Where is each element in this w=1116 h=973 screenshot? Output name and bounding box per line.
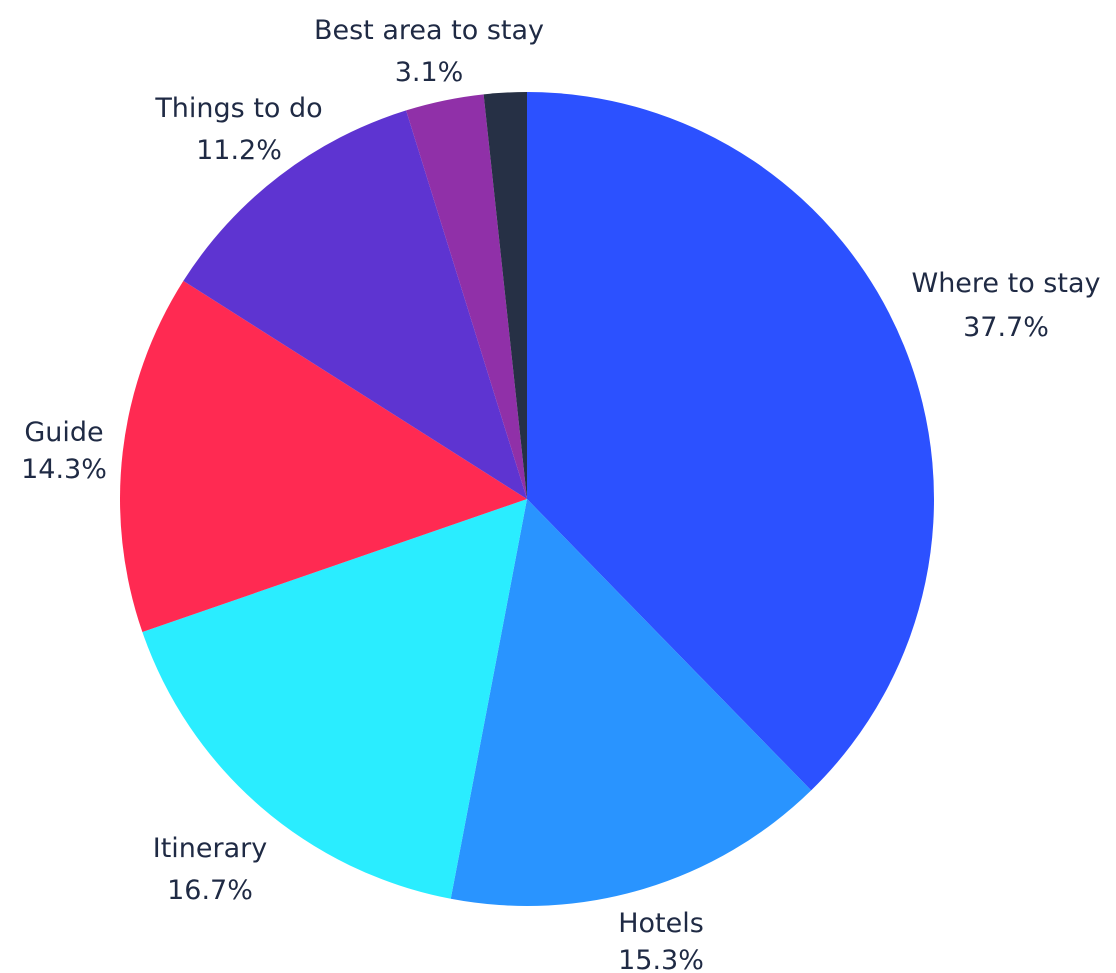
slice-value-hotels: 15.3% xyxy=(618,945,704,973)
pie-slices xyxy=(120,92,935,906)
slice-label-where-to-stay: Where to stay xyxy=(912,268,1101,299)
pie-slice-guide xyxy=(120,280,527,633)
slice-value-things-to-do: 11.2% xyxy=(196,135,282,166)
slice-value-guide: 14.3% xyxy=(21,454,107,485)
pie-slice-where-to-stay xyxy=(527,92,935,791)
pie-labels: Where to stay 37.7% Hotels 15.3% Itinera… xyxy=(21,15,1100,973)
slice-label-best-area-to-stay: Best area to stay xyxy=(314,15,544,46)
pie-slice-hotels xyxy=(450,499,812,906)
slice-label-guide: Guide xyxy=(24,417,103,448)
slice-label-things-to-do: Things to do xyxy=(154,93,322,124)
slice-value-where-to-stay: 37.7% xyxy=(963,312,1049,343)
pie-slice-itinerary xyxy=(142,499,528,899)
pie-slice-unlabeled xyxy=(483,92,527,499)
slice-value-best-area-to-stay: 3.1% xyxy=(395,57,464,88)
slice-value-itinerary: 16.7% xyxy=(167,875,253,906)
pie-slice-things-to-do xyxy=(183,110,528,500)
slice-label-hotels: Hotels xyxy=(618,908,704,939)
slice-label-itinerary: Itinerary xyxy=(153,833,268,864)
pie-slice-best-area-to-stay xyxy=(406,94,527,499)
